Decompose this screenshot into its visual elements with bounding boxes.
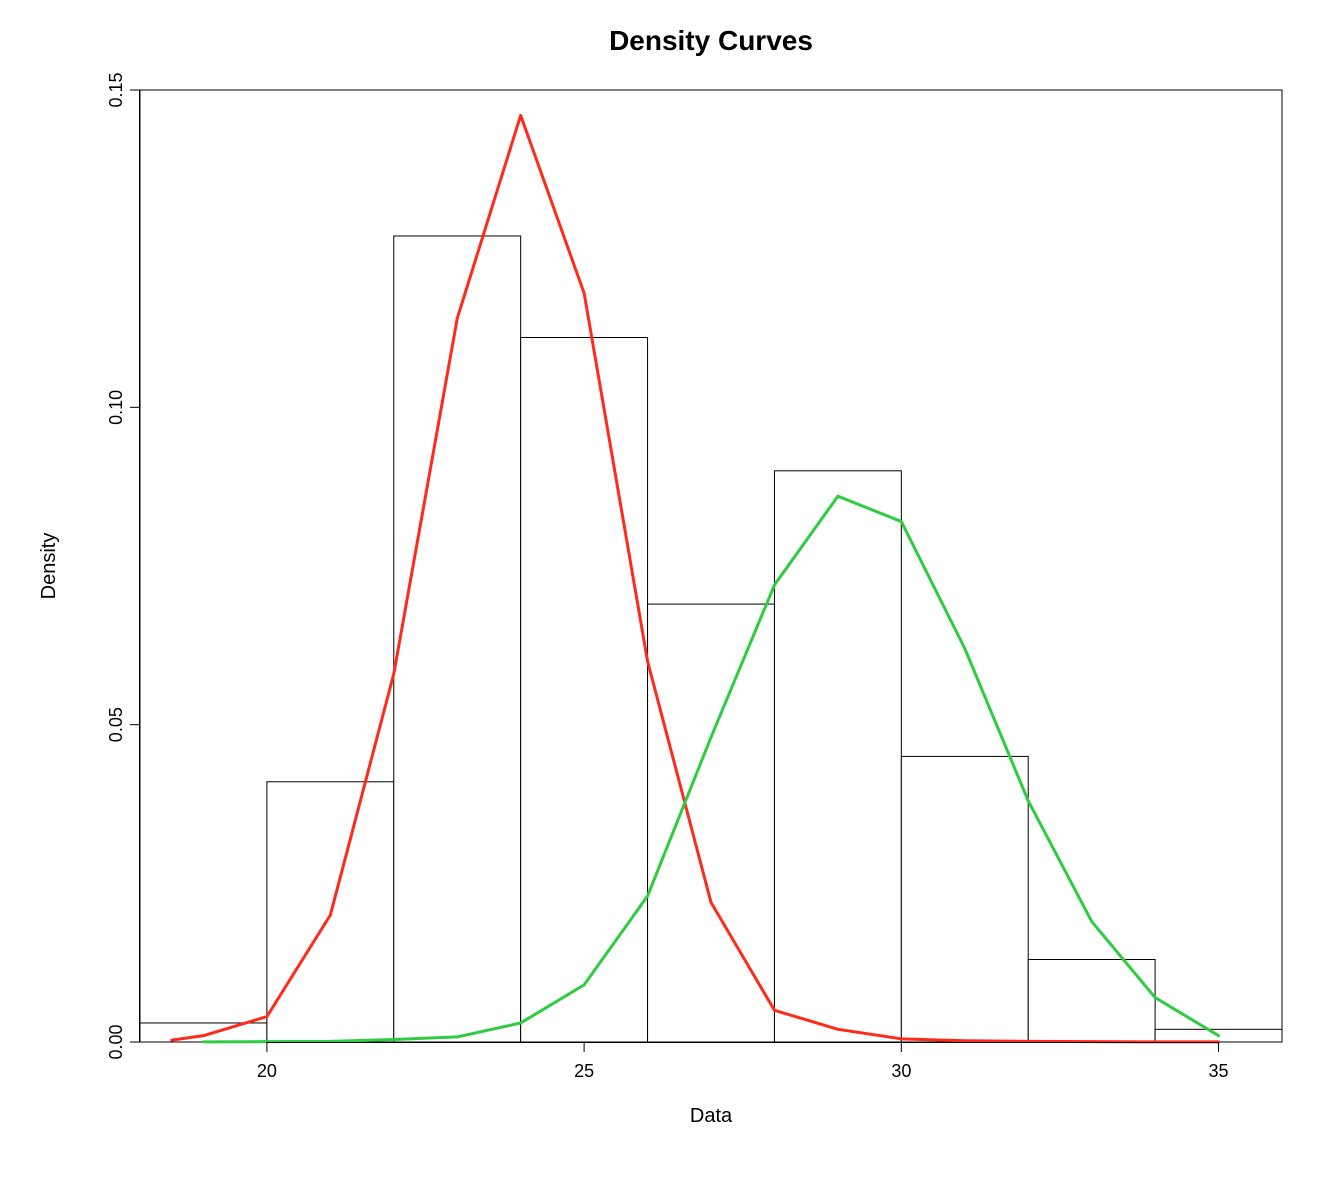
histogram-bar <box>140 1023 267 1042</box>
histogram-bar <box>394 236 521 1042</box>
x-tick-label: 20 <box>257 1061 277 1081</box>
x-tick-label: 30 <box>891 1061 911 1081</box>
chart-title: Density Curves <box>609 25 813 56</box>
density-chart: Density Curves 20 25 30 35 0.00 0.05 0.10 0.15 Da… <box>0 0 1342 1182</box>
chart-svg: Density Curves 20 25 30 35 0.00 0.05 0.10 0.15 Da… <box>0 0 1342 1182</box>
x-axis-label: Data <box>690 1105 733 1127</box>
x-tick-label: 25 <box>574 1061 594 1081</box>
histogram-bar <box>521 338 648 1042</box>
y-tick-label: 0.15 <box>106 72 126 107</box>
x-tick-label: 35 <box>1209 1061 1229 1081</box>
y-axis-label: Density <box>38 533 60 600</box>
y-tick-label: 0.00 <box>106 1024 126 1059</box>
histogram-bar <box>1028 959 1155 1042</box>
y-tick-label: 0.10 <box>106 390 126 425</box>
y-tick-label: 0.05 <box>106 707 126 742</box>
histogram-bar <box>901 756 1028 1042</box>
